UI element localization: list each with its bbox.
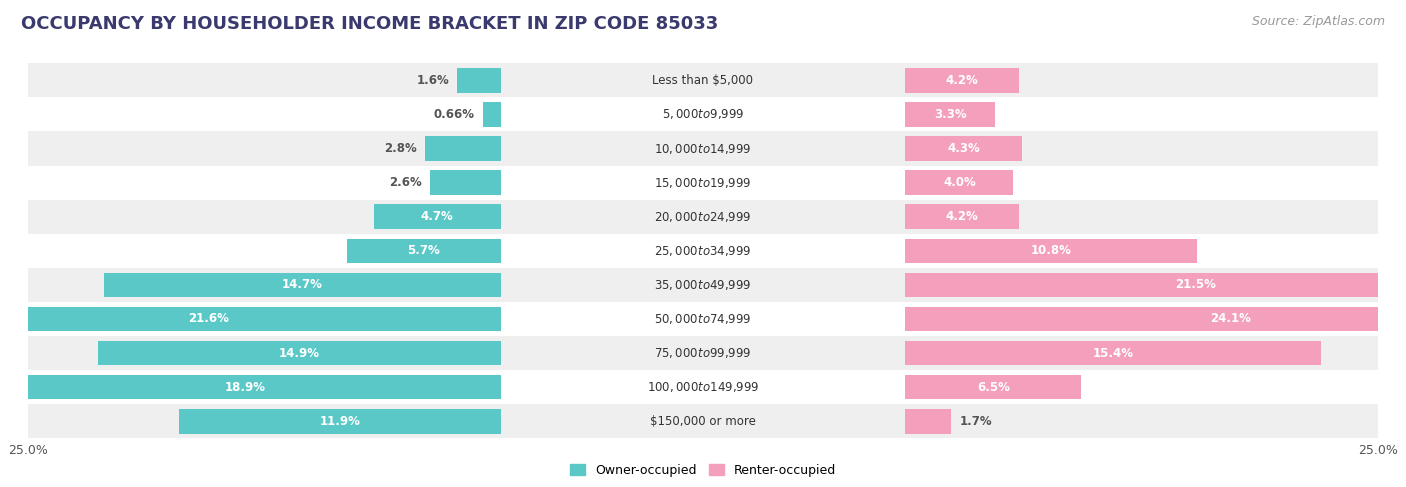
Bar — [28, 131, 1378, 166]
Bar — [374, 205, 501, 229]
Text: 15.4%: 15.4% — [1092, 347, 1133, 359]
Text: 2.8%: 2.8% — [384, 142, 416, 155]
Bar — [905, 273, 1406, 297]
Bar — [905, 68, 1019, 93]
Text: 5.7%: 5.7% — [408, 244, 440, 257]
Legend: Owner-occupied, Renter-occupied: Owner-occupied, Renter-occupied — [569, 464, 837, 477]
Text: 6.5%: 6.5% — [977, 381, 1010, 393]
Text: $150,000 or more: $150,000 or more — [650, 415, 756, 428]
Text: 10.8%: 10.8% — [1031, 244, 1071, 257]
Text: Source: ZipAtlas.com: Source: ZipAtlas.com — [1251, 15, 1385, 28]
Bar — [28, 336, 1378, 370]
Text: 2.6%: 2.6% — [389, 176, 422, 189]
Text: Less than $5,000: Less than $5,000 — [652, 74, 754, 87]
Bar — [180, 409, 501, 433]
Text: 21.5%: 21.5% — [1175, 279, 1216, 291]
Bar — [28, 63, 1378, 97]
Bar — [905, 170, 1014, 195]
Text: 24.1%: 24.1% — [1211, 313, 1251, 325]
Bar — [905, 205, 1019, 229]
Bar — [28, 166, 1378, 200]
Text: $20,000 to $24,999: $20,000 to $24,999 — [654, 210, 752, 224]
Bar — [905, 341, 1322, 365]
Text: 11.9%: 11.9% — [319, 415, 360, 428]
Bar — [347, 239, 501, 263]
Text: 4.0%: 4.0% — [943, 176, 976, 189]
Bar — [430, 170, 501, 195]
Bar — [905, 409, 952, 433]
Text: 4.7%: 4.7% — [420, 210, 454, 223]
Bar — [905, 307, 1406, 331]
Bar — [28, 302, 1378, 336]
Text: 0.66%: 0.66% — [433, 108, 475, 121]
Bar — [28, 370, 1378, 404]
Text: 1.7%: 1.7% — [959, 415, 993, 428]
Bar — [905, 239, 1197, 263]
Bar — [98, 341, 501, 365]
Bar — [28, 97, 1378, 131]
Text: 4.2%: 4.2% — [946, 74, 979, 87]
Text: 1.6%: 1.6% — [416, 74, 450, 87]
Text: 4.2%: 4.2% — [946, 210, 979, 223]
Bar — [28, 234, 1378, 268]
Bar — [28, 268, 1378, 302]
Text: 21.6%: 21.6% — [188, 313, 229, 325]
Bar — [0, 307, 501, 331]
Text: 14.7%: 14.7% — [281, 279, 322, 291]
Text: 3.3%: 3.3% — [934, 108, 966, 121]
Bar — [0, 375, 501, 399]
Text: $50,000 to $74,999: $50,000 to $74,999 — [654, 312, 752, 326]
Text: $15,000 to $19,999: $15,000 to $19,999 — [654, 176, 752, 189]
Text: 4.3%: 4.3% — [948, 142, 980, 155]
Bar — [905, 102, 994, 127]
Bar — [104, 273, 501, 297]
Bar — [482, 102, 501, 127]
Bar — [905, 136, 1022, 161]
Text: OCCUPANCY BY HOUSEHOLDER INCOME BRACKET IN ZIP CODE 85033: OCCUPANCY BY HOUSEHOLDER INCOME BRACKET … — [21, 15, 718, 33]
Text: $75,000 to $99,999: $75,000 to $99,999 — [654, 346, 752, 360]
Text: $5,000 to $9,999: $5,000 to $9,999 — [662, 108, 744, 121]
Text: 14.9%: 14.9% — [278, 347, 321, 359]
Text: $25,000 to $34,999: $25,000 to $34,999 — [654, 244, 752, 258]
Bar — [425, 136, 501, 161]
Text: 18.9%: 18.9% — [225, 381, 266, 393]
Bar — [457, 68, 501, 93]
Bar — [28, 200, 1378, 234]
Text: $100,000 to $149,999: $100,000 to $149,999 — [647, 380, 759, 394]
Text: $35,000 to $49,999: $35,000 to $49,999 — [654, 278, 752, 292]
Text: $10,000 to $14,999: $10,000 to $14,999 — [654, 142, 752, 155]
Bar — [905, 375, 1081, 399]
Bar — [28, 404, 1378, 438]
